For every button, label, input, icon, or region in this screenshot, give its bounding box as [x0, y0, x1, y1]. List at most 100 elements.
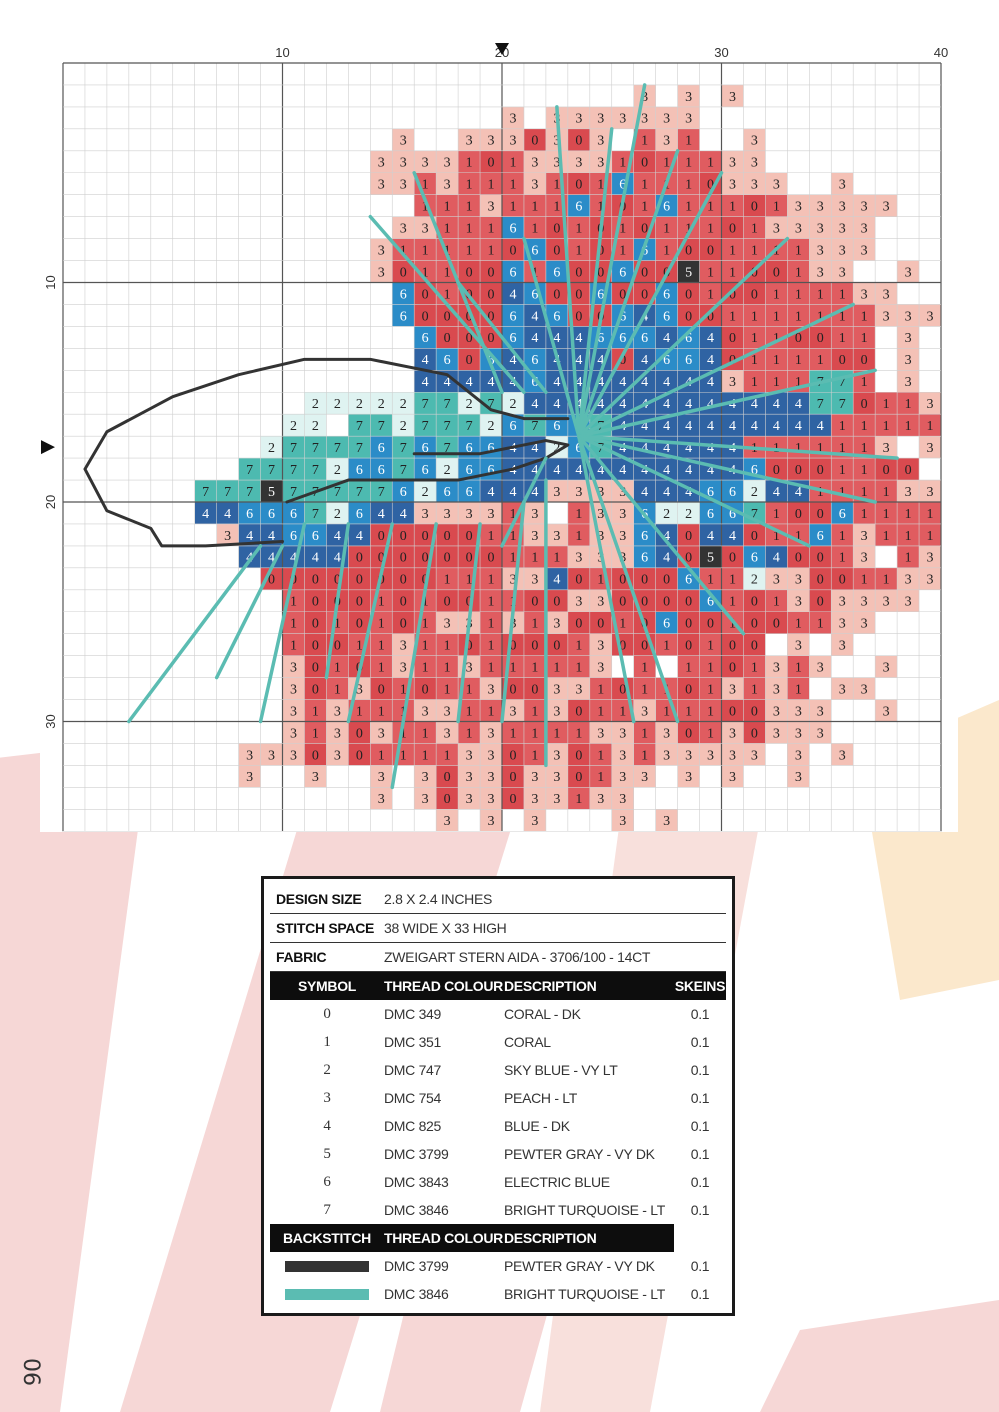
- stitch-cell: [655, 304, 678, 327]
- stitch-symbol: 1: [466, 221, 473, 236]
- stitch-cell: [326, 655, 349, 678]
- stitch-cell: [655, 128, 678, 151]
- stitch-symbol: 3: [531, 507, 538, 522]
- thread-row: 3 DMC 754 PEACH - LT 0.1: [270, 1084, 726, 1112]
- stitch-symbol: 1: [422, 200, 429, 215]
- stitch-symbol: 1: [575, 507, 582, 522]
- stitch-symbol: 1: [707, 221, 714, 236]
- stitch-symbol: 0: [729, 331, 736, 346]
- stitch-cell: [677, 150, 700, 173]
- thread-colour: DMC 3799: [384, 1146, 449, 1162]
- stitch-symbol: 2: [334, 507, 341, 522]
- backstitch-description: PEWTER GRAY - VY DK: [504, 1258, 655, 1274]
- stitch-symbol: 1: [509, 507, 516, 522]
- stitch-symbol: 6: [400, 485, 407, 500]
- stitch-symbol: 3: [883, 660, 890, 675]
- stitch-symbol: 1: [817, 309, 824, 324]
- stitch-cell: [392, 392, 415, 415]
- stitch-cell: [326, 743, 349, 766]
- stitch-symbol: 6: [444, 485, 451, 500]
- stitch-cell: [853, 480, 876, 502]
- stitch-symbol: 3: [685, 90, 692, 105]
- stitch-cell: [633, 545, 656, 568]
- stitch-symbol: 6: [509, 221, 516, 236]
- backstitch-header: BACKSTITCH: [270, 1224, 384, 1252]
- stitch-symbol: 1: [817, 485, 824, 500]
- stitch-symbol: 3: [861, 595, 868, 610]
- stitch-symbol: 1: [597, 573, 604, 588]
- thread-colour: DMC 3843: [384, 1174, 449, 1190]
- stitch-symbol: 6: [619, 265, 626, 280]
- stitch-cell: [567, 611, 590, 634]
- stitch-symbol: 3: [531, 156, 538, 171]
- stitch-cell: [743, 282, 766, 305]
- stitch-symbol: 3: [861, 617, 868, 632]
- stitch-symbol: 0: [553, 221, 560, 236]
- stitch-cell: [523, 743, 546, 766]
- stitch-cell: [897, 414, 920, 437]
- stitch-cell: [655, 743, 678, 766]
- stitch-symbol: 3: [839, 178, 846, 193]
- stitch-cell: [304, 589, 327, 612]
- stitch-cell: [699, 414, 722, 437]
- stitch-cell: [370, 721, 393, 744]
- stitch-cell: [787, 743, 810, 766]
- stitch-symbol: 4: [575, 463, 582, 478]
- stitch-cell: [502, 106, 524, 129]
- stitch-cell: [545, 611, 568, 634]
- stitch-cell: [699, 743, 722, 766]
- stitch-symbol: 0: [751, 529, 758, 544]
- thread-colour-header: THREAD COLOUR: [384, 971, 504, 1000]
- stitch-symbol: 1: [619, 243, 626, 258]
- backstitch-turquoise: [577, 83, 647, 438]
- stitch-symbol: 0: [751, 287, 758, 302]
- stitch-cell: [589, 787, 612, 810]
- stitch-symbol: 3: [400, 639, 407, 654]
- stitch-symbol: 7: [378, 485, 385, 500]
- stitch-symbol: 1: [422, 748, 429, 763]
- stitch-symbol: 3: [224, 529, 231, 544]
- stitch-cell: [677, 414, 700, 437]
- stitch-space-row: STITCH SPACE 38 WIDE X 33 HIGH: [270, 913, 726, 943]
- stitch-symbol: 0: [751, 595, 758, 610]
- stitch-symbol: 6: [707, 485, 714, 500]
- stitch-cell: [567, 545, 590, 568]
- stitch-symbol: 2: [488, 419, 495, 434]
- thread-description: CORAL - DK: [504, 1006, 581, 1022]
- stitch-cell: [567, 194, 590, 217]
- stitch-symbol: 3: [905, 265, 912, 280]
- stitch-symbol: 3: [619, 792, 626, 807]
- stitch-cell: [809, 414, 832, 437]
- stitch-symbol: 0: [422, 529, 429, 544]
- stitch-symbol: 1: [400, 748, 407, 763]
- stitch-symbol: 2: [400, 397, 407, 412]
- stitch-cell: [502, 260, 524, 283]
- stitch-symbol: 4: [290, 551, 297, 566]
- stitch-symbol: 4: [707, 441, 714, 456]
- stitch-cell: [392, 414, 415, 437]
- stitch-symbol: 1: [553, 178, 560, 193]
- thread-skeins: 0.1: [690, 1034, 710, 1050]
- fabric-label: FABRIC: [270, 942, 384, 972]
- stitch-symbol: 1: [839, 485, 846, 500]
- stitch-symbol: 4: [641, 485, 648, 500]
- backstitch-turquoise: [258, 522, 307, 724]
- stitch-symbol: 1: [883, 507, 890, 522]
- stitch-symbol: 2: [334, 463, 341, 478]
- stitch-symbol: 0: [795, 507, 802, 522]
- stitch-symbol: 0: [883, 463, 890, 478]
- stitch-symbol: 6: [619, 309, 626, 324]
- stitch-cell: [721, 150, 744, 173]
- stitch-cell: [458, 589, 481, 612]
- stitch-cell: [414, 743, 437, 766]
- stitch-symbol: 3: [553, 617, 560, 632]
- stitch-cell: [502, 216, 524, 239]
- stitch-cell: [370, 677, 393, 700]
- stitch-symbol: 3: [927, 309, 934, 324]
- stitch-cell: [392, 502, 415, 524]
- stitch-symbol: 1: [817, 617, 824, 632]
- stitch-cell: [677, 765, 700, 788]
- stitch-cell: [699, 699, 722, 722]
- stitch-cell: [545, 216, 568, 239]
- stitch-symbol: 0: [641, 595, 648, 610]
